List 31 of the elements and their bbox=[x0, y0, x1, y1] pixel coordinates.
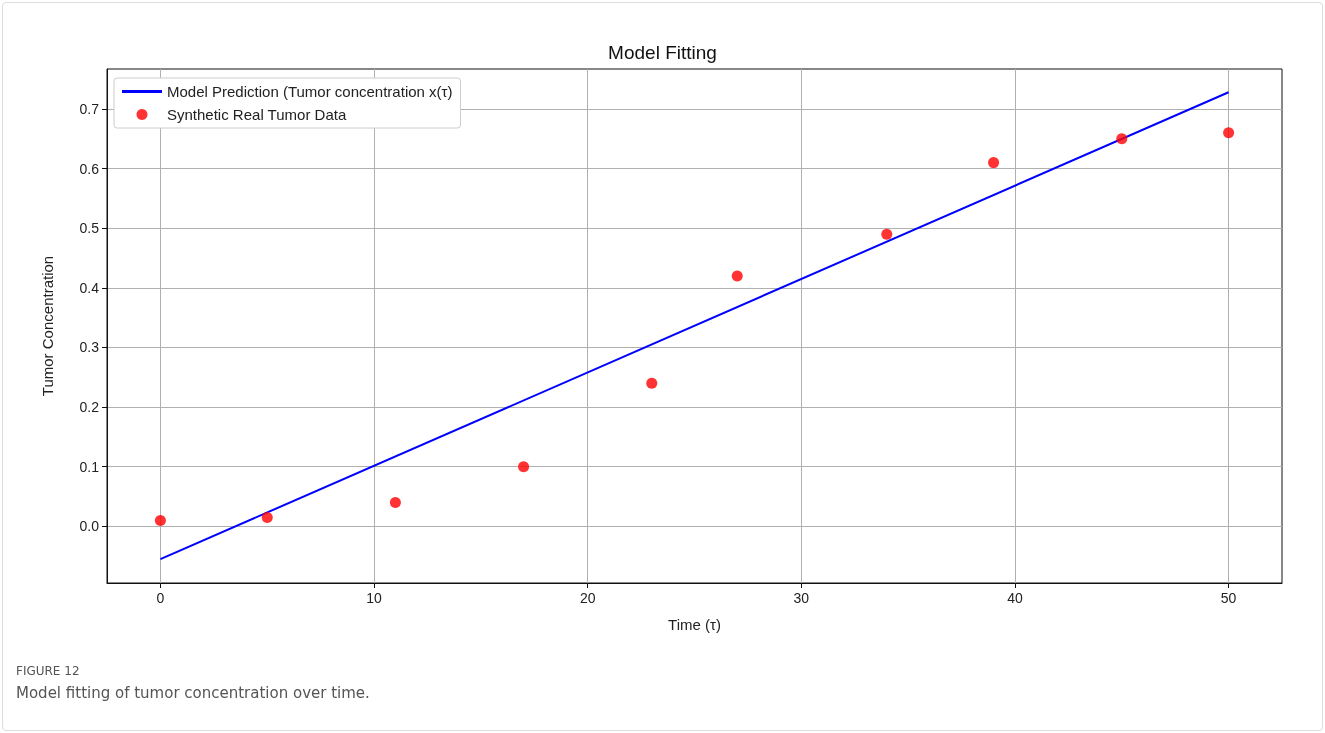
point bbox=[646, 377, 658, 389]
point bbox=[988, 157, 1000, 169]
legend-label: Synthetic Real Tumor Data bbox=[167, 106, 347, 123]
x-tick-label: 10 bbox=[366, 590, 383, 606]
caption: FIGURE 12 bbox=[16, 664, 80, 678]
point bbox=[731, 270, 743, 282]
y-tick-label: 0.6 bbox=[79, 160, 100, 177]
y-axis-title: Tumor Concentration bbox=[39, 255, 56, 397]
x-tick-label: 50 bbox=[1220, 590, 1237, 606]
y-tick-label: 0.2 bbox=[79, 399, 100, 416]
point bbox=[881, 228, 893, 240]
y-tick-label: 0.3 bbox=[79, 339, 100, 356]
chart-title: Model Fitting bbox=[608, 42, 717, 63]
x-axis-title: Time (τ) bbox=[668, 616, 721, 633]
x-tick-label: 40 bbox=[1007, 590, 1023, 606]
x-tick-label: 20 bbox=[579, 590, 596, 606]
x-tick-label: 0 bbox=[156, 590, 165, 606]
point bbox=[1223, 127, 1235, 139]
y-tick-label: 0.7 bbox=[79, 100, 100, 117]
y-tick-label: 0.5 bbox=[79, 220, 100, 237]
y-tick-label: 0.4 bbox=[79, 279, 100, 296]
point bbox=[154, 514, 166, 526]
point bbox=[389, 497, 401, 508]
point bbox=[261, 511, 273, 523]
y-tick-label: 0.0 bbox=[79, 518, 100, 535]
point bbox=[518, 461, 530, 473]
x-tick-label: 30 bbox=[793, 590, 810, 606]
legend-label: Model Prediction (Tumor concentration x(τ) bbox=[167, 83, 453, 100]
text: Model fitting of tumor concentration over time. bbox=[16, 684, 370, 702]
point bbox=[1116, 133, 1128, 145]
y-tick-label: 0.1 bbox=[79, 458, 100, 475]
